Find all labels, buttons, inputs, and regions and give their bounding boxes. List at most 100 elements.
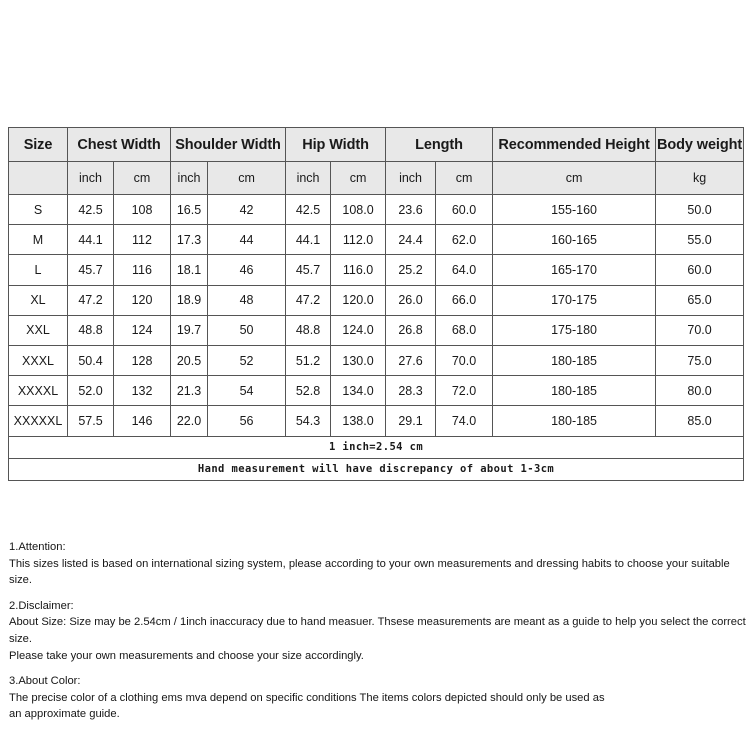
cell-weight-kg: 85.0 — [655, 405, 745, 437]
note-color-body-2: an approximate guide. — [9, 708, 120, 721]
cell-length-inch: 28.3 — [385, 375, 437, 407]
unit-weight-kg: kg — [655, 161, 745, 195]
cell-chest-cm: 116 — [112, 254, 172, 286]
note-disclaimer-body-1: About Size: Size may be 2.54cm / 1inch i… — [9, 616, 746, 645]
cell-length-cm: 64.0 — [435, 254, 494, 286]
cell-shoulder-cm: 42 — [207, 193, 287, 226]
table-row: XXXXL 52.0 132 21.3 54 52.8 134.0 28.3 7… — [8, 375, 745, 407]
cell-hip-inch: 52.8 — [285, 375, 332, 407]
unit-shoulder-inch: inch — [170, 161, 209, 195]
cell-size: XXXL — [8, 344, 68, 377]
cell-weight-kg: 50.0 — [655, 193, 745, 226]
cell-length-inch: 24.4 — [385, 224, 437, 256]
cell-length-cm: 72.0 — [435, 375, 494, 407]
notes-section: 1.Attention: This sizes listed is based … — [9, 539, 749, 723]
note-attention-title: 1.Attention: — [9, 541, 66, 553]
header-recommended-height: Recommended Height — [492, 127, 657, 162]
cell-chest-inch: 45.7 — [67, 254, 114, 286]
cell-shoulder-inch: 19.7 — [170, 314, 209, 346]
cell-chest-cm: 124 — [112, 314, 172, 346]
cell-hip-cm: 116.0 — [330, 254, 387, 286]
note-color-title: 3.About Color: — [9, 675, 81, 688]
cell-size: XL — [8, 284, 68, 316]
note-about-color: 3.About Color: The precise color of a cl… — [9, 673, 749, 723]
cell-shoulder-inch: 20.5 — [170, 344, 209, 377]
cell-hip-inch: 47.2 — [285, 284, 332, 316]
cell-size: M — [8, 224, 68, 256]
cell-shoulder-cm: 56 — [207, 405, 287, 437]
unit-chest-inch: inch — [67, 161, 114, 195]
cell-hip-inch: 51.2 — [285, 344, 332, 377]
cell-length-inch: 29.1 — [385, 405, 437, 437]
cell-size: XXXXL — [8, 375, 68, 407]
cell-chest-inch: 52.0 — [67, 375, 114, 407]
table-header-groups: Size Chest Width Shoulder Width Hip Widt… — [8, 127, 745, 162]
cell-weight-kg: 80.0 — [655, 375, 745, 407]
header-size: Size — [8, 127, 68, 162]
cell-hip-cm: 138.0 — [330, 405, 387, 437]
cell-length-cm: 74.0 — [435, 405, 494, 437]
unit-length-cm: cm — [435, 161, 494, 195]
cell-size: XXXXXL — [8, 405, 68, 437]
cell-length-inch: 27.6 — [385, 344, 437, 377]
cell-chest-inch: 47.2 — [67, 284, 114, 316]
header-body-weight: Body weight — [655, 127, 745, 162]
note-attention-body: This sizes listed is based on internatio… — [9, 557, 730, 587]
cell-length-inch: 26.8 — [385, 314, 437, 346]
unit-height-cm: cm — [492, 161, 657, 195]
note-disclaimer-body-2: Please take your own measurements and ch… — [9, 649, 364, 662]
table-footer-note-conversion: 1 inch=2.54 cm — [7, 435, 745, 459]
table-row: XXL 48.8 124 19.7 50 48.8 124.0 26.8 68.… — [8, 314, 745, 346]
cell-weight-kg: 75.0 — [655, 344, 745, 377]
cell-chest-inch: 50.4 — [67, 344, 114, 377]
unit-chest-cm: cm — [112, 161, 172, 195]
cell-height-cm: 165-170 — [492, 254, 657, 286]
cell-shoulder-cm: 54 — [207, 375, 287, 407]
cell-shoulder-cm: 50 — [207, 314, 287, 346]
table-row: XXXXXL 57.5 146 22.0 56 54.3 138.0 29.1 … — [8, 405, 745, 437]
cell-size: L — [8, 254, 68, 286]
cell-height-cm: 180-185 — [492, 344, 657, 377]
header-chest-width: Chest Width — [66, 127, 172, 162]
cell-shoulder-inch: 18.9 — [170, 284, 209, 316]
cell-chest-inch: 44.1 — [67, 224, 114, 256]
cell-shoulder-cm: 48 — [207, 284, 287, 316]
unit-hip-inch: inch — [285, 161, 332, 195]
unit-hip-cm: cm — [330, 161, 387, 195]
note-disclaimer-title: 2.Disclaimer: — [9, 599, 74, 612]
cell-shoulder-cm: 46 — [207, 254, 287, 286]
cell-shoulder-inch: 18.1 — [170, 254, 209, 286]
cell-length-cm: 62.0 — [435, 224, 494, 256]
note-attention: 1.Attention: This sizes listed is based … — [9, 539, 749, 589]
cell-length-cm: 60.0 — [435, 193, 494, 226]
cell-hip-inch: 42.5 — [285, 193, 332, 226]
cell-shoulder-cm: 52 — [207, 344, 287, 377]
table-row: L 45.7 116 18.1 46 45.7 116.0 25.2 64.0 … — [8, 254, 745, 286]
cell-shoulder-cm: 44 — [207, 224, 287, 256]
footer-note-text: 1 inch=2.54 cm — [7, 435, 745, 459]
cell-length-cm: 70.0 — [435, 344, 494, 377]
cell-chest-cm: 146 — [112, 405, 172, 437]
table-row: S 42.5 108 16.5 42 42.5 108.0 23.6 60.0 … — [8, 193, 745, 226]
cell-shoulder-inch: 22.0 — [170, 405, 209, 437]
cell-shoulder-inch: 21.3 — [170, 375, 209, 407]
size-table-container: Size Chest Width Shoulder Width Hip Widt… — [7, 127, 745, 481]
cell-weight-kg: 55.0 — [655, 224, 745, 256]
unit-shoulder-cm: cm — [207, 161, 287, 195]
cell-chest-inch: 57.5 — [67, 405, 114, 437]
cell-length-inch: 26.0 — [385, 284, 437, 316]
header-shoulder-width: Shoulder Width — [170, 127, 287, 162]
cell-weight-kg: 70.0 — [655, 314, 745, 346]
cell-height-cm: 170-175 — [492, 284, 657, 316]
unit-length-inch: inch — [385, 161, 437, 195]
note-disclaimer: 2.Disclaimer: About Size: Size may be 2.… — [9, 598, 749, 664]
cell-height-cm: 180-185 — [492, 405, 657, 437]
cell-size: S — [8, 193, 68, 226]
cell-height-cm: 155-160 — [492, 193, 657, 226]
cell-chest-cm: 128 — [112, 344, 172, 377]
size-table: Size Chest Width Shoulder Width Hip Widt… — [7, 127, 745, 481]
table-header-units: inch cm inch cm inch cm inch cm cm kg — [8, 161, 745, 195]
unit-size — [8, 161, 68, 195]
cell-shoulder-inch: 17.3 — [170, 224, 209, 256]
